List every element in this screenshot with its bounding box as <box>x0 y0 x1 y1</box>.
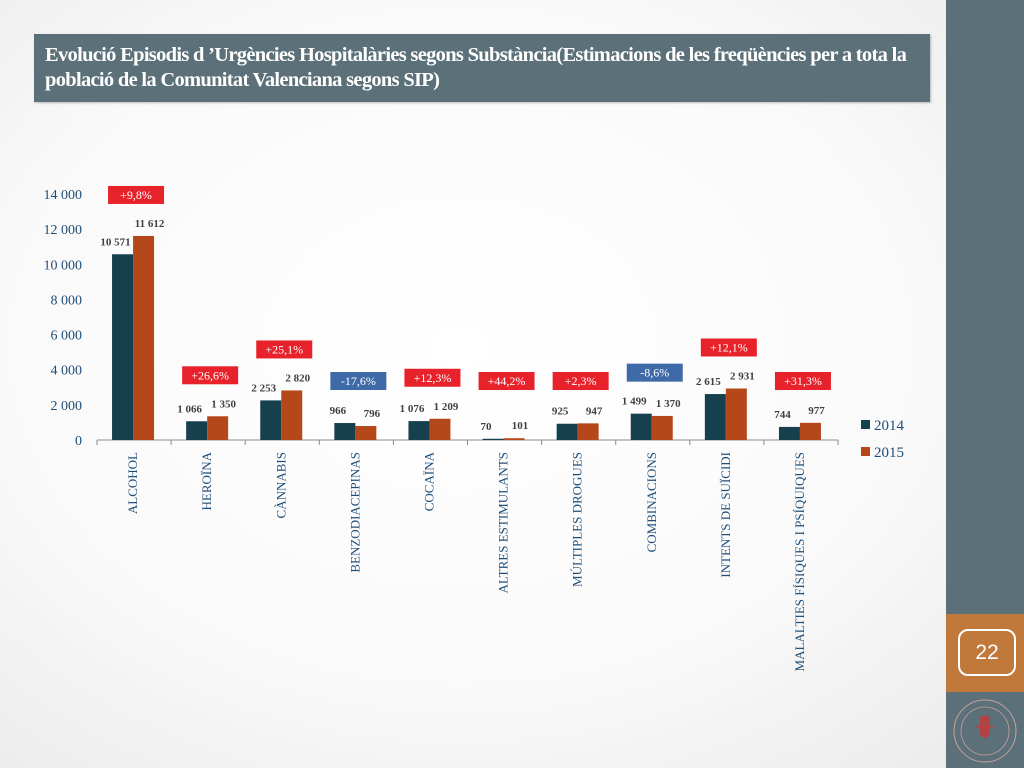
bar-2015 <box>503 438 525 440</box>
data-label-2015: 2 820 <box>285 372 310 384</box>
data-label-2015: 11 612 <box>135 218 165 230</box>
y-tick-label: 14 000 <box>44 188 83 203</box>
change-badge-label: +25,1% <box>265 342 303 356</box>
y-tick-label: 2 000 <box>51 399 83 414</box>
y-tick-label: 4 000 <box>51 364 83 379</box>
page-number: 22 <box>975 641 999 664</box>
change-badge-label: +26,6% <box>191 368 229 382</box>
bar-2015 <box>651 415 673 440</box>
bar-2015 <box>429 418 451 440</box>
y-tick-label: 10 000 <box>44 258 83 273</box>
bar-2014 <box>186 421 208 440</box>
y-tick-label: 12 000 <box>44 223 83 238</box>
y-tick-label: 8 000 <box>51 293 83 308</box>
change-badge-label: +9,8% <box>120 188 152 202</box>
data-label-2015: 2 931 <box>730 370 755 382</box>
change-badge <box>478 372 535 390</box>
category-label: MALALTIES FÍSIQUES I PSÍQUIQUES <box>792 452 807 671</box>
title-bar: Evolució Episodis d ’Urgències Hospitalà… <box>34 34 930 102</box>
data-label-2014: 925 <box>552 406 569 418</box>
slide-title: Evolució Episodis d ’Urgències Hospitalà… <box>45 44 907 91</box>
bar-chart: 0 2 000 4 000 6 000 8 000 10 000 12 000 14 000 1… <box>44 185 905 671</box>
data-label-2015: 1 370 <box>656 398 681 410</box>
bar-2014 <box>630 413 652 440</box>
change-badge-label: +12,3% <box>414 371 452 385</box>
change-badge <box>552 372 609 390</box>
change-badge <box>330 372 387 390</box>
change-badge-label: -8,6% <box>640 366 669 380</box>
bar-2014 <box>334 423 356 440</box>
bar-2015 <box>725 388 747 440</box>
bar-2015 <box>799 422 821 440</box>
data-label-2014: 10 571 <box>100 236 130 248</box>
legend-label: 2014 <box>874 418 905 434</box>
change-badge-label: -17,6% <box>341 374 376 388</box>
bar-2014 <box>260 400 282 440</box>
university-seal-logo <box>953 699 1017 763</box>
change-badge <box>404 368 461 387</box>
y-tick-label: 0 <box>75 434 82 449</box>
data-label-2015: 796 <box>364 408 381 420</box>
page-number-bracket <box>958 629 1016 676</box>
data-label-2014: 2 615 <box>696 376 721 388</box>
data-label-2014: 1 499 <box>622 396 647 408</box>
change-badge <box>700 338 757 357</box>
legend-label: 2015 <box>874 445 904 461</box>
data-label-2014: 966 <box>330 405 347 417</box>
change-badge-label: +44,2% <box>488 374 526 388</box>
category-label: MÚLTIPLES DROGUES <box>570 452 585 587</box>
change-badge <box>182 366 239 385</box>
legend-swatch <box>861 447 870 456</box>
bar-2014 <box>778 426 800 440</box>
change-badge <box>774 372 831 390</box>
category-label: COCAÏNA <box>421 451 436 511</box>
change-badge-label: +2,3% <box>565 374 597 388</box>
bar-2015 <box>281 390 303 440</box>
bar-2015 <box>577 423 599 440</box>
category-label: INTENTS DE SUÏCIDI <box>718 452 733 578</box>
legend-swatch <box>861 420 870 429</box>
bar-2015 <box>133 235 155 440</box>
data-label-2015: 1 209 <box>434 401 459 413</box>
category-label: COMBINACIONS <box>644 452 659 552</box>
bar-2014 <box>408 421 430 440</box>
data-label-2014: 70 <box>481 421 493 433</box>
change-badge <box>256 340 313 359</box>
change-badge <box>626 363 683 382</box>
data-label-2014: 1 066 <box>177 403 202 415</box>
bar-2014 <box>482 438 504 440</box>
change-badge-label: +12,1% <box>710 340 748 354</box>
category-label: ALCOHOL <box>125 452 140 514</box>
category-label: ALTRES ESTIMULANTS <box>496 452 511 593</box>
data-label-2015: 101 <box>512 420 529 432</box>
category-label: CÀNNABIS <box>273 452 288 518</box>
data-label-2015: 977 <box>808 405 825 417</box>
data-label-2015: 947 <box>586 405 603 417</box>
bar-2014 <box>556 423 578 440</box>
change-badge <box>108 185 165 204</box>
bar-2014 <box>112 254 134 440</box>
data-label-2014: 744 <box>774 409 791 421</box>
bar-2014 <box>704 394 726 440</box>
data-label-2014: 2 253 <box>251 382 276 394</box>
category-label: BENZODIACEPINAS <box>347 452 362 573</box>
bar-2015 <box>207 416 229 440</box>
change-badge-label: +31,3% <box>784 374 822 388</box>
data-label-2014: 1 076 <box>400 403 425 415</box>
category-label: HEROÏNA <box>199 451 214 510</box>
y-tick-label: 6 000 <box>51 329 83 344</box>
data-label-2015: 1 350 <box>211 398 236 410</box>
bar-2015 <box>355 426 377 440</box>
